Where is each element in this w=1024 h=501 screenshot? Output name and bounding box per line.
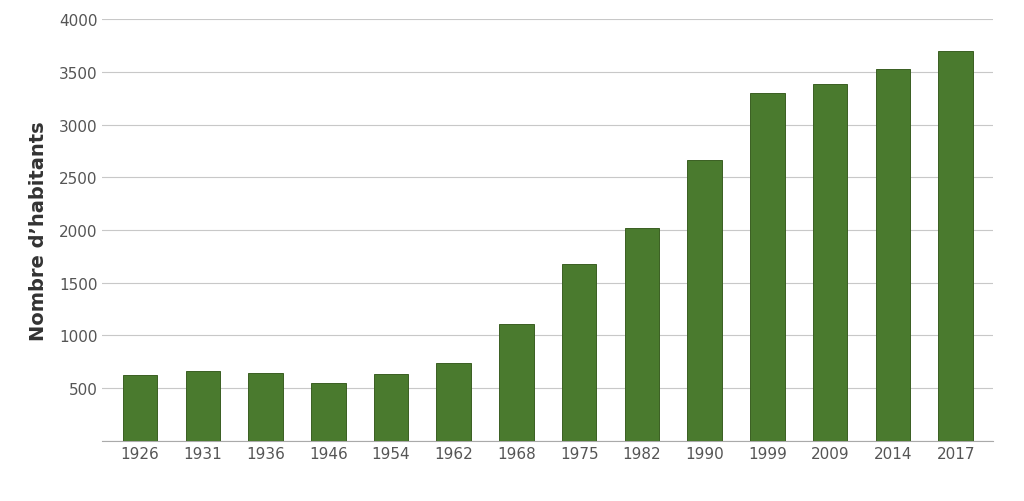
Y-axis label: Nombre d’habitants: Nombre d’habitants bbox=[29, 121, 48, 340]
Bar bbox=[813, 85, 848, 441]
Bar bbox=[185, 371, 220, 441]
Bar bbox=[248, 374, 283, 441]
Bar bbox=[751, 94, 784, 441]
Bar bbox=[311, 383, 345, 441]
Bar bbox=[876, 70, 910, 441]
Bar bbox=[436, 363, 471, 441]
Bar bbox=[938, 52, 973, 441]
Bar bbox=[625, 228, 659, 441]
Bar bbox=[687, 161, 722, 441]
Bar bbox=[500, 324, 534, 441]
Bar bbox=[123, 376, 158, 441]
Bar bbox=[374, 375, 409, 441]
Bar bbox=[562, 264, 596, 441]
